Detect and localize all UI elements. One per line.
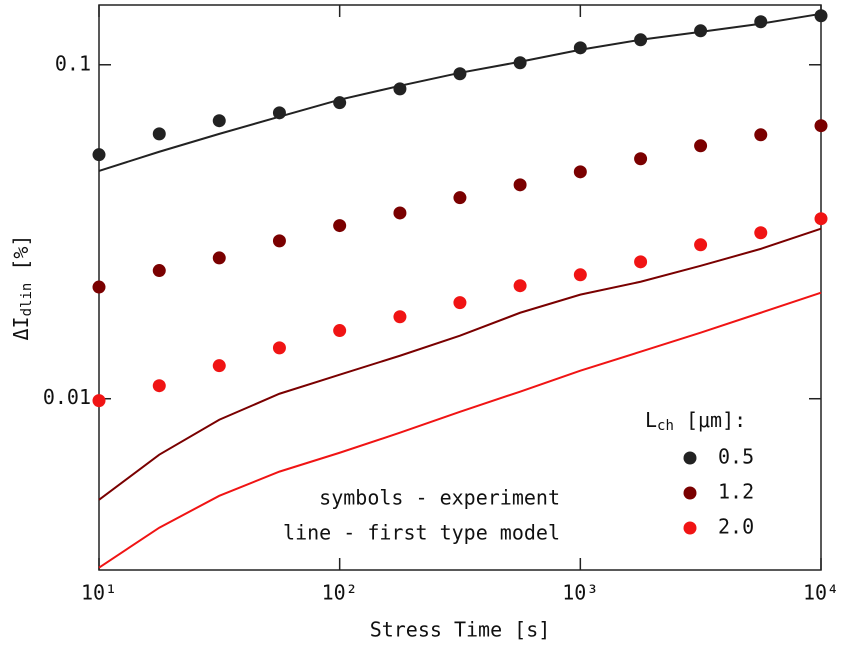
y-tick-label: 0.1 [55,51,91,75]
x-tick-label: 10¹ [81,581,117,605]
data-point [333,96,347,110]
annotation: line - first type model [283,521,560,545]
legend-title-tail: [μm]: [674,408,746,432]
data-point [393,310,407,324]
data-point [453,191,467,205]
data-point [333,324,347,338]
x-tick-label: 10⁴ [803,581,839,605]
legend-label: 2.0 [718,515,754,539]
data-point [814,9,828,23]
data-point [393,206,407,220]
data-point [212,251,226,265]
legend-title-sub: ch [657,418,674,434]
data-point [634,255,648,269]
data-point [272,341,286,355]
data-point [754,226,768,240]
data-point [152,379,166,393]
legend-label: 1.2 [718,480,754,504]
data-point [694,24,708,38]
data-point [634,33,648,47]
legend-label: 0.5 [718,445,754,469]
data-point [513,279,527,293]
y-axis-label-main: ΔI [9,316,33,340]
data-point [393,82,407,96]
data-point [513,56,527,70]
data-point [272,106,286,120]
annotation: symbols - experiment [319,486,560,510]
data-point [212,359,226,373]
model-line [98,227,822,501]
model-line [98,12,822,172]
data-point [634,152,648,166]
data-point [573,165,587,179]
x-tick-label: 10³ [562,581,598,605]
data-point [513,178,527,192]
y-axis-label-sub: dlin [19,283,35,317]
data-point [152,127,166,141]
legend-marker [683,521,697,535]
data-point [453,67,467,81]
y-tick-label: 0.01 [43,385,91,409]
data-point [814,119,828,133]
data-point [573,268,587,282]
y-axis-label: ΔIdlin [%] [9,235,36,341]
y-axis-label-tail: [%] [9,235,33,283]
data-point [272,234,286,248]
data-point [333,219,347,233]
model-line [98,291,822,569]
data-point [152,264,166,278]
data-point [92,394,106,408]
x-tick-label: 10² [322,581,358,605]
data-point [754,15,768,29]
data-point [754,128,768,142]
legend-marker [683,451,697,465]
data-point [814,212,828,226]
legend-marker [683,486,697,500]
data-point [453,296,467,310]
data-point [92,148,106,162]
legend-title: Lch [μm]: [645,408,746,435]
data-point [212,114,226,128]
data-point [573,41,587,55]
data-point [92,280,106,294]
x-axis-label: Stress Time [s] [370,618,551,642]
legend-title-main: L [645,408,657,432]
data-point [694,139,708,153]
data-point [694,238,708,252]
